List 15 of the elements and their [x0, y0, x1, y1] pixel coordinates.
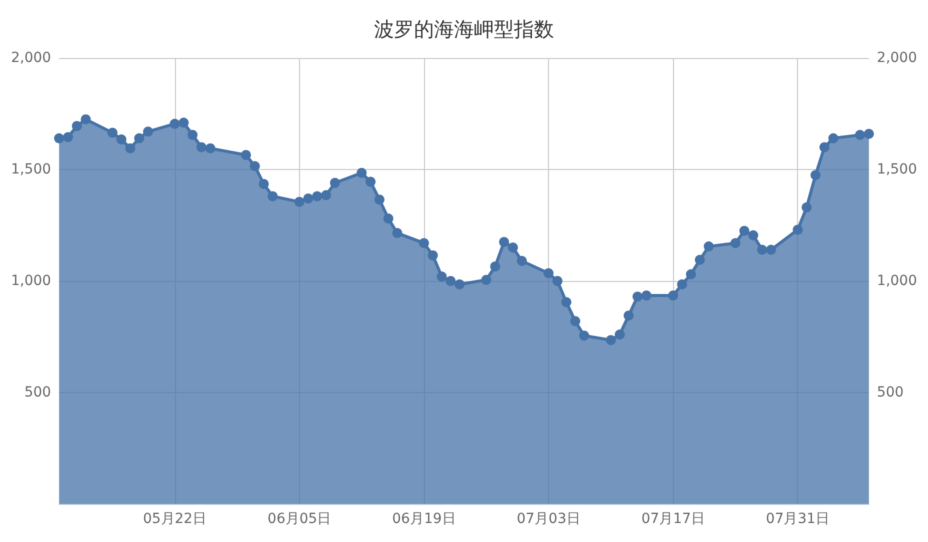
y-tick-label: 1,500: [10, 162, 52, 178]
x-tick-label: 06月19日: [392, 511, 456, 527]
y2-tick-label: 2,000: [876, 50, 918, 66]
x-tick-label: 07月31日: [766, 511, 830, 527]
x-tick-label: 06月05日: [268, 511, 332, 527]
y-tick-label: 1,000: [10, 273, 52, 289]
x-tick-label: 05月22日: [142, 511, 207, 527]
y2-tick-label: 1,500: [876, 162, 918, 178]
y-tick-label: 500: [24, 384, 52, 400]
x-tick-label: 07月17日: [641, 511, 705, 527]
x-tick-label: 07月03日: [516, 511, 580, 527]
y2-tick-label: 500: [876, 384, 904, 400]
y2-tick-label: 1,000: [876, 273, 918, 289]
chart-title: 波罗的海海岬型指数: [374, 17, 554, 41]
y-tick-label: 2,000: [10, 50, 52, 66]
